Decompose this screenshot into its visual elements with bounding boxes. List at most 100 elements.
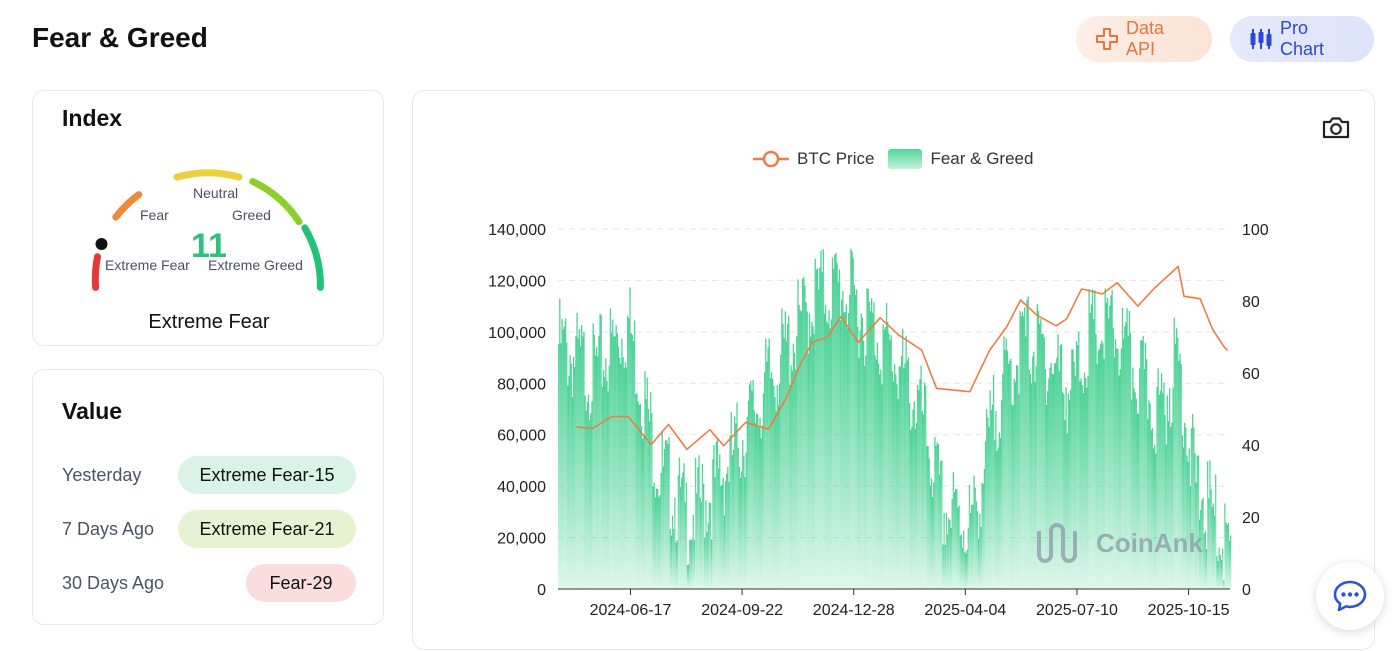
fear-greed-bar [796,336,798,589]
x-tick-label: 2025-04-04 [924,602,1006,619]
fear-greed-bar [559,298,561,589]
fear-greed-bar [1228,540,1231,589]
fear-greed-bar [1162,393,1164,589]
fear-greed-bar [978,538,980,589]
fear-greed-bar [798,304,800,589]
legend-btc-price[interactable]: BTC Price [753,149,874,169]
pro-chart-label: Pro Chart [1280,18,1325,59]
x-tick-label: 2025-07-10 [1036,602,1118,619]
fear-greed-bar [793,352,796,589]
fear-greed-bar [953,492,956,589]
value-row-yesterday: Yesterday Extreme Fear-15 [62,456,356,494]
chat-button[interactable] [1316,562,1384,630]
fear-greed-bar [572,356,575,589]
fear-greed-bar [1112,328,1114,589]
fear-greed-bar [620,363,622,589]
fear-greed-bar [630,332,632,589]
fear-greed-bar [685,482,688,589]
fear-greed-bar [1128,310,1131,589]
fear-greed-bar [991,404,994,589]
fear-greed-bar [872,312,874,589]
fear-greed-bar [999,437,1002,589]
fear-greed-bar [709,503,712,589]
fear-greed-bar [702,483,705,589]
fear-greed-bar [1171,422,1173,589]
fear-greed-bar [833,268,835,589]
fear-greed-bar [823,313,826,589]
fear-greed-bar [930,478,933,589]
fear-greed-bar [757,414,759,589]
fear-greed-bar [1185,427,1187,589]
fear-greed-bar [819,267,821,589]
fear-greed-bar [1149,403,1151,589]
pro-chart-button[interactable]: Pro Chart [1230,16,1374,62]
fear-greed-bar [1227,522,1229,589]
fear-greed-bar [905,335,907,589]
camera-icon[interactable] [1321,115,1351,146]
fear-greed-bar [1066,433,1068,589]
fear-greed-bar [1127,335,1129,589]
fear-greed-bar [919,379,921,589]
fear-greed-bar [587,394,590,589]
fear-greed-bar [959,535,961,589]
fear-greed-bar [708,502,711,589]
fear-greed-bar [841,299,843,589]
fear-greed-bar [845,304,847,589]
fear-greed-bar [788,315,790,589]
fear-greed-bar [643,436,645,589]
fear-greed-bar [609,308,612,589]
fear-greed-bar [1073,361,1075,589]
fear-greed-bar [892,381,895,589]
fear-greed-bar [815,269,818,589]
fear-greed-bar [1083,372,1086,589]
fear-greed-bar [829,328,831,589]
fear-greed-bar [1020,316,1022,589]
fear-greed-bar [595,347,598,589]
fear-greed-bar [790,365,792,589]
value-row-badge: Extreme Fear-21 [178,510,356,548]
fear-greed-bar [658,497,660,589]
fear-greed-bar [827,323,829,589]
fear-greed-bar [813,333,815,589]
fear-greed-bar [994,440,996,589]
fear-greed-bar [1147,419,1149,589]
fear-greed-bar [1204,531,1206,589]
fear-greed-bar [561,318,563,589]
fear-greed-bar [567,385,569,589]
fear-greed-bar [653,482,655,589]
fear-greed-bar [712,459,714,589]
fear-greed-bar [688,564,690,589]
fear-greed-bar [724,481,727,589]
fear-greed-bar [925,385,927,589]
fear-greed-bar [1098,348,1101,589]
fear-greed-bar [995,410,997,589]
fear-greed-bar [954,489,957,589]
fear-greed-bar [1192,414,1194,589]
fear-greed-bar [858,357,860,589]
fear-greed-bar [714,476,716,589]
fear-greed-bar [859,330,861,589]
fear-greed-bar [783,338,785,589]
fear-greed-bar [782,323,784,589]
fear-greed-bar [969,513,972,589]
data-api-button[interactable]: Data API [1076,16,1212,62]
legend-fear-greed[interactable]: Fear & Greed [888,149,1033,169]
legend-area-swatch [888,149,923,169]
fear-greed-bar [897,398,899,589]
fear-greed-bar [990,410,992,589]
fear-greed-bar [983,468,986,589]
fear-greed-bar [975,501,977,589]
fear-greed-bar [1087,375,1089,589]
fear-greed-bar [996,450,998,589]
fear-greed-bar [1116,348,1118,589]
fear-greed-bar [564,318,567,589]
fear-greed-bar [600,315,602,589]
fear-greed-bar [637,401,639,589]
fear-greed-bar [767,347,769,589]
fear-greed-bar [1151,428,1154,589]
fear-greed-bar [744,477,746,589]
fear-greed-bar [938,474,941,589]
index-state: Extreme Fear [148,311,270,333]
fear-greed-bar [1025,336,1027,589]
fear-greed-bar [926,446,928,589]
